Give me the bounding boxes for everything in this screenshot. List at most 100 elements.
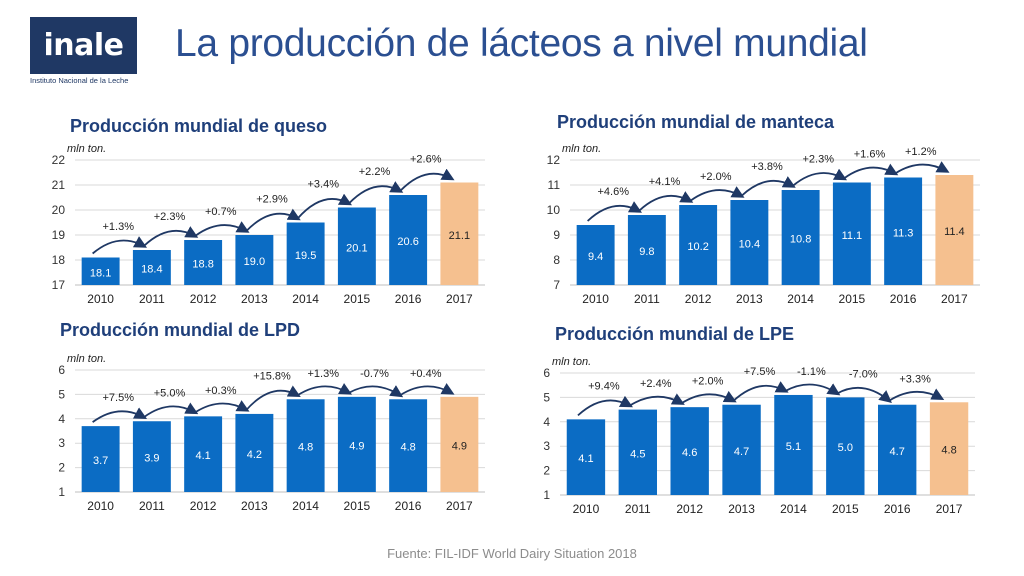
growth-label: +1.2% bbox=[905, 146, 937, 158]
chart-title-queso: Producción mundial de queso bbox=[70, 116, 328, 136]
bar-2011 bbox=[627, 215, 666, 285]
growth-label: +7.5% bbox=[744, 366, 776, 378]
chart-title-lpe: Producción mundial de LPE bbox=[555, 324, 795, 344]
y-tick-label: 5 bbox=[58, 387, 65, 401]
y-tick-label: 10 bbox=[547, 203, 561, 217]
y-tick-label: 22 bbox=[52, 153, 66, 167]
x-tick-label: 2012 bbox=[190, 292, 217, 306]
bar-2013 bbox=[730, 200, 769, 285]
bar-2010 bbox=[576, 225, 615, 285]
bar-2015 bbox=[832, 182, 871, 285]
bar-value-label: 20.6 bbox=[397, 236, 418, 248]
bar-value-label: 20.1 bbox=[346, 242, 367, 254]
bar-2010 bbox=[81, 257, 120, 285]
chart-manteca: mln ton. 7 8 9 10 11 12 9.4 2010 9.8 2011 10.2 2012 1… bbox=[547, 143, 980, 306]
growth-arrow bbox=[792, 168, 848, 187]
x-tick-label: 2012 bbox=[685, 292, 712, 306]
logo-subtitle: Instituto Nacional de la Leche bbox=[30, 76, 129, 85]
growth-arrow bbox=[732, 381, 789, 402]
x-tick-label: 2011 bbox=[625, 502, 651, 516]
bar-2015 bbox=[826, 397, 865, 495]
x-tick-label: 2016 bbox=[395, 292, 422, 306]
bar-value-label: 18.4 bbox=[141, 264, 162, 276]
bar-value-label: 5.0 bbox=[838, 442, 853, 454]
x-tick-label: 2011 bbox=[634, 292, 660, 306]
growth-label: +0.3% bbox=[205, 385, 237, 397]
growth-arrow bbox=[587, 201, 643, 222]
growth-arrow bbox=[348, 385, 404, 398]
bar-2012 bbox=[679, 205, 718, 285]
bar-2017 bbox=[440, 396, 479, 492]
growth-arrow bbox=[92, 236, 148, 255]
y-tick-label: 18 bbox=[52, 253, 66, 267]
bar-value-label: 11.3 bbox=[893, 227, 914, 239]
growth-arrow bbox=[629, 393, 685, 407]
x-tick-label: 2010 bbox=[87, 292, 114, 306]
growth-arrow bbox=[194, 400, 250, 414]
bar-2014 bbox=[286, 399, 325, 492]
bar-value-label: 11.1 bbox=[842, 230, 863, 242]
x-tick-label: 2014 bbox=[787, 292, 814, 306]
bar-2010 bbox=[81, 426, 120, 492]
x-tick-label: 2015 bbox=[832, 502, 859, 516]
bar-value-label: 18.1 bbox=[90, 267, 111, 279]
y-tick-label: 1 bbox=[58, 485, 65, 499]
x-tick-label: 2017 bbox=[941, 292, 968, 306]
bar-2014 bbox=[286, 222, 325, 285]
bar-value-label: 5.1 bbox=[786, 441, 801, 453]
bar-value-label: 4.9 bbox=[452, 440, 467, 452]
bar-value-label: 3.7 bbox=[93, 455, 108, 467]
growth-arrow bbox=[843, 163, 899, 180]
growth-label: +2.3% bbox=[803, 154, 835, 166]
growth-arrow bbox=[296, 193, 353, 220]
growth-label: -7.0% bbox=[849, 368, 878, 380]
x-tick-label: 2015 bbox=[839, 292, 866, 306]
y-tick-label: 9 bbox=[553, 228, 560, 242]
growth-label: +0.4% bbox=[410, 368, 442, 380]
bar-value-label: 4.8 bbox=[298, 442, 313, 454]
bar-value-label: 4.1 bbox=[195, 450, 210, 462]
bar-2014 bbox=[774, 394, 813, 495]
bar-value-label: 19.5 bbox=[295, 250, 316, 262]
bar-value-label: 9.8 bbox=[639, 246, 654, 258]
x-tick-label: 2015 bbox=[344, 499, 371, 513]
growth-arrow bbox=[577, 395, 633, 417]
x-tick-label: 2017 bbox=[936, 502, 963, 516]
bar-value-label: 4.7 bbox=[734, 446, 749, 458]
x-tick-label: 2013 bbox=[728, 502, 755, 516]
bar-value-label: 19.0 bbox=[244, 256, 265, 268]
growth-label: +4.1% bbox=[649, 176, 681, 188]
growth-label: +3.4% bbox=[308, 179, 340, 191]
x-tick-label: 2017 bbox=[446, 292, 473, 306]
x-tick-label: 2010 bbox=[582, 292, 609, 306]
bar-value-label: 11.4 bbox=[944, 226, 965, 238]
bar-value-label: 4.6 bbox=[682, 447, 697, 459]
bar-2016 bbox=[884, 177, 923, 285]
growth-arrow bbox=[399, 382, 455, 397]
source-footer: Fuente: FIL-IDF World Dairy Situation 20… bbox=[387, 546, 637, 561]
y-tick-label: 2 bbox=[58, 461, 65, 475]
bar-value-label: 4.2 bbox=[247, 449, 262, 461]
chart-lpe: mln ton. 1 2 3 4 5 6 4.1 2010 4.5 2011 4.6 2012 4.7 20… bbox=[543, 356, 975, 516]
y-tick-label: 5 bbox=[543, 390, 550, 404]
bar-value-label: 4.8 bbox=[941, 445, 956, 457]
bar-2016 bbox=[389, 195, 428, 285]
chart-title-lpd: Producción mundial de LPD bbox=[60, 320, 301, 340]
y-tick-label: 1 bbox=[543, 488, 550, 502]
y-tick-label: 4 bbox=[543, 415, 550, 429]
bar-2017 bbox=[929, 402, 969, 495]
bar-2012 bbox=[670, 407, 709, 495]
bar-2010 bbox=[566, 419, 606, 495]
growth-arrow bbox=[92, 407, 148, 423]
bar-value-label: 4.5 bbox=[630, 448, 645, 460]
growth-label: +3.8% bbox=[751, 161, 783, 173]
y-tick-label: 2 bbox=[543, 464, 550, 478]
bar-value-label: 21.1 bbox=[449, 230, 470, 242]
growth-label: +3.3% bbox=[899, 373, 931, 385]
growth-label: +2.9% bbox=[256, 194, 288, 206]
bar-2013 bbox=[722, 404, 761, 495]
y-tick-label: 20 bbox=[52, 203, 66, 217]
bar-2012 bbox=[184, 240, 223, 285]
x-tick-label: 2013 bbox=[241, 292, 268, 306]
growth-label: +9.4% bbox=[588, 381, 620, 393]
